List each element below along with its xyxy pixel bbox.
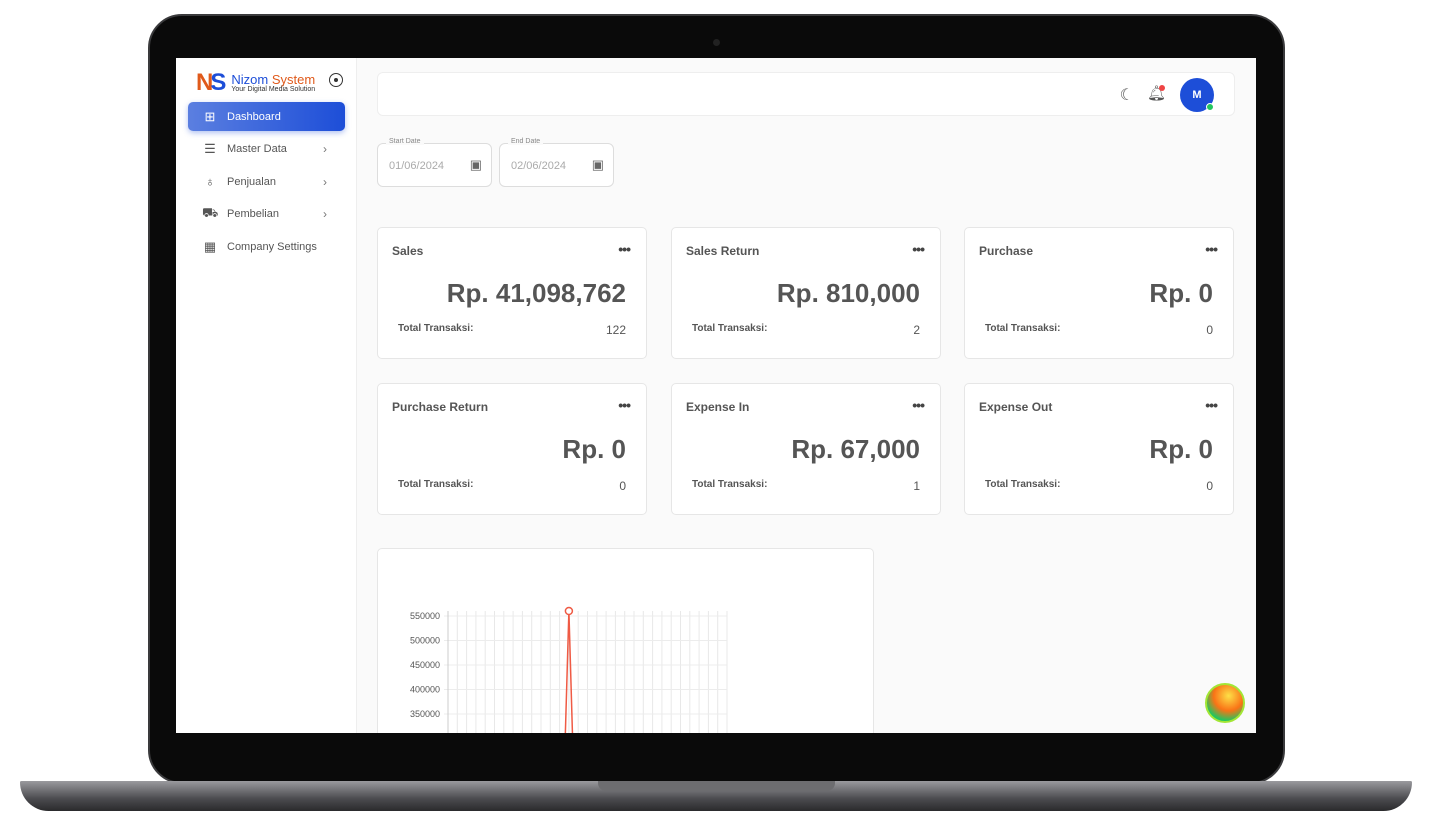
stat-card-expense-in: Expense In ••• Rp. 67,000 Total Transaks…	[671, 383, 941, 515]
y-tick-label: 350000	[410, 709, 440, 719]
more-options-icon[interactable]: •••	[1205, 397, 1218, 413]
sidebar-item-label: Company Settings	[227, 240, 317, 253]
logo[interactable]: NS Nizom System Your Digital Media Solut…	[196, 69, 315, 97]
start-date-value: 01/06/2024	[389, 160, 445, 172]
end-date-value: 02/06/2024	[511, 160, 567, 172]
calendar-icon[interactable]: ▣	[591, 157, 604, 172]
more-options-icon[interactable]: •••	[912, 397, 925, 413]
sidebar-item-label: Pembelian	[227, 208, 279, 220]
sidebar-nav: ⊞ Dashboard ☰ Master Data › ♁ Penjualan › ⛟ Pe…	[188, 102, 345, 265]
card-amount: Rp. 0	[1149, 278, 1213, 308]
card-title: Purchase Return	[392, 400, 489, 414]
app-screen: NS Nizom System Your Digital Media Solut…	[176, 58, 1256, 733]
more-options-icon[interactable]: •••	[618, 241, 631, 257]
sidebar-item-company-settings[interactable]: ▦ Company Settings	[188, 232, 345, 261]
sidebar-item-label: Dashboard	[227, 110, 281, 123]
card-count-label: Total Transaksi:	[692, 323, 768, 334]
card-count-label: Total Transaksi:	[985, 323, 1061, 334]
card-count-label: Total Transaksi:	[692, 479, 768, 490]
end-date-field[interactable]: End Date 02/06/2024 ▣	[499, 138, 614, 187]
card-count: 0	[1206, 323, 1213, 337]
brand-name-1: Nizom	[231, 72, 272, 87]
sidebar-item-dashboard[interactable]: ⊞ Dashboard	[188, 102, 345, 131]
top-bar: ☾ 🔔︎ M	[377, 72, 1235, 116]
bag-icon: ♁	[205, 174, 215, 189]
more-options-icon[interactable]: •••	[618, 397, 631, 413]
card-title: Sales	[392, 244, 424, 258]
y-tick-label: 400000	[410, 685, 440, 695]
building-icon: ▦	[203, 238, 217, 254]
chevron-right-icon: ›	[323, 207, 327, 221]
sidebar-toggle-icon[interactable]	[329, 73, 343, 87]
card-title: Purchase	[979, 244, 1034, 258]
start-date-label: Start Date	[386, 138, 424, 145]
stat-card-expense-out: Expense Out ••• Rp. 0 Total Transaksi: 0	[964, 383, 1234, 515]
sidebar-item-penjualan[interactable]: ♁ Penjualan ›	[188, 167, 345, 196]
online-status	[1206, 103, 1214, 111]
brand-tagline: Your Digital Media Solution	[231, 86, 316, 93]
card-count: 122	[605, 323, 626, 337]
sales-line-chart: 550000 500000 450000 400000 350000	[410, 606, 728, 733]
stat-card-sales: Sales ••• Rp. 41,098,762 Total Transaksi…	[377, 227, 647, 359]
card-amount: Rp. 0	[562, 434, 626, 464]
card-count: 1	[913, 479, 920, 493]
laptop-notch	[598, 781, 835, 791]
floating-widget-button[interactable]	[1205, 683, 1245, 723]
moon-icon[interactable]: ☾	[1119, 87, 1134, 104]
cart-icon: ⛟	[202, 205, 219, 220]
card-count: 0	[619, 479, 626, 493]
stat-card-purchase-return: Purchase Return ••• Rp. 0 Total Transaks…	[377, 383, 647, 515]
stat-card-purchase: Purchase ••• Rp. 0 Total Transaksi: 0	[964, 227, 1234, 359]
card-title: Sales Return	[686, 244, 760, 258]
card-title: Expense Out	[979, 400, 1053, 414]
calendar-icon[interactable]: ▣	[469, 157, 482, 172]
camera	[713, 39, 720, 46]
stat-card-sales-return: Sales Return ••• Rp. 810,000 Total Trans…	[671, 227, 941, 359]
card-amount: Rp. 41,098,762	[446, 278, 626, 308]
card-count: 2	[913, 323, 920, 337]
more-options-icon[interactable]: •••	[1205, 241, 1218, 257]
chart-card: 550000 500000 450000 400000 350000	[377, 548, 874, 733]
notification-dot	[1159, 85, 1165, 91]
card-count-label: Total Transaksi:	[398, 323, 474, 334]
sidebar: NS Nizom System Your Digital Media Solut…	[176, 58, 357, 733]
logo-mark-icon: NS	[196, 69, 226, 96]
card-count: 0	[1206, 479, 1213, 493]
data-point	[564, 606, 574, 616]
end-date-label: End Date	[508, 138, 544, 145]
chevron-right-icon: ›	[323, 142, 327, 156]
card-title: Expense In	[686, 400, 750, 414]
brand-name-2: System	[271, 72, 316, 87]
y-tick-label: 450000	[410, 660, 440, 670]
sidebar-item-label: Master Data	[227, 143, 287, 155]
more-options-icon[interactable]: •••	[912, 241, 925, 257]
y-tick-label: 550000	[410, 611, 440, 621]
database-icon: ☰	[204, 141, 216, 156]
card-count-label: Total Transaksi:	[985, 479, 1061, 490]
card-count-label: Total Transaksi:	[398, 479, 474, 490]
sidebar-item-label: Penjualan	[227, 175, 276, 188]
y-tick-label: 500000	[410, 636, 440, 646]
card-amount: Rp. 67,000	[791, 434, 920, 464]
sidebar-item-master-data[interactable]: ☰ Master Data ›	[188, 135, 345, 164]
chevron-right-icon: ›	[323, 174, 327, 189]
start-date-field[interactable]: Start Date 01/06/2024 ▣	[377, 138, 492, 187]
card-amount: Rp. 810,000	[776, 278, 920, 308]
sidebar-item-pembelian[interactable]: ⛟ Pembelian ›	[188, 200, 345, 229]
card-amount: Rp. 0	[1149, 434, 1213, 464]
grid-icon: ⊞	[204, 108, 216, 124]
